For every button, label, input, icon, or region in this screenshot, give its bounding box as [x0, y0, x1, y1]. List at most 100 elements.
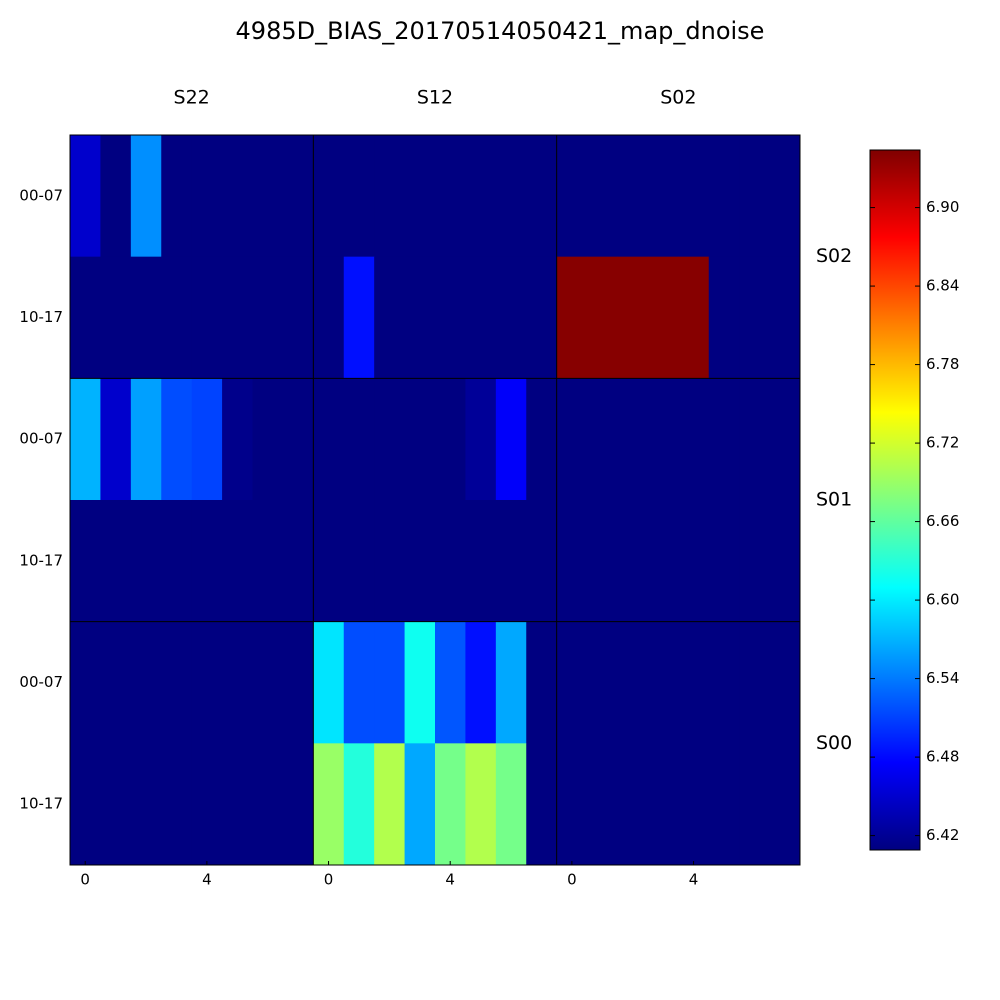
heatmap-cell [374, 621, 405, 744]
heatmap-cell [678, 256, 710, 379]
heatmap-cell [404, 378, 436, 501]
heatmap-cell [374, 743, 405, 866]
heatmap-cell [465, 621, 497, 744]
heatmap-cell [739, 621, 770, 744]
heatmap-cell [282, 256, 314, 379]
heatmap-cell [435, 256, 466, 379]
heatmap-cell [222, 135, 253, 258]
heatmap-cell [252, 256, 284, 379]
heatmap-cell [70, 135, 101, 258]
heatmap-cell [100, 500, 132, 623]
heatmap-cell [647, 500, 679, 623]
heatmap-cell [678, 743, 710, 866]
heatmap-cell [556, 621, 588, 744]
heatmap-cell [282, 135, 314, 258]
heatmap-cell [404, 621, 436, 744]
heatmap-cell [374, 256, 405, 379]
heatmap-cell [495, 500, 527, 623]
column-group-label: S02 [660, 87, 696, 109]
row-group-label: S02 [816, 245, 852, 267]
heatmap-cell [70, 743, 101, 866]
colorbar-tick-label: 6.72 [926, 434, 959, 452]
heatmap-cell [647, 135, 679, 258]
colorbar-tick-label: 6.78 [926, 355, 959, 373]
heatmap-cell [495, 743, 527, 866]
colorbar-tick-label: 6.60 [926, 591, 959, 609]
heatmap-cell [282, 500, 314, 623]
column-group-label: S12 [417, 87, 453, 109]
heatmap-cell [343, 621, 375, 744]
heatmap-cell [556, 378, 588, 501]
heatmap-cell [647, 621, 679, 744]
heatmap-cell [161, 378, 193, 501]
heatmap-cell [100, 621, 132, 744]
y-tick-label: 10-17 [19, 308, 63, 326]
heatmap-cell [404, 500, 436, 623]
heatmap-cell [435, 621, 466, 744]
heatmap-cell [313, 621, 345, 744]
heatmap-cell [222, 743, 253, 866]
heatmap-cell [435, 743, 466, 866]
heatmap-cell [769, 378, 801, 501]
heatmap-cell [130, 500, 162, 623]
heatmap-cell [404, 135, 436, 258]
row-group-label: S00 [816, 732, 852, 754]
heatmap-cell [678, 378, 710, 501]
heatmap-cell [465, 256, 497, 379]
heatmap-cell [647, 256, 679, 379]
heatmap-cell [587, 256, 618, 379]
overlay: S22 0 4 S12 0 4 S02 0 4 S02 00-07 10-17 S01 00-07 10-1… [19, 87, 852, 889]
heatmap-cell [678, 135, 710, 258]
heatmap-cell [617, 135, 649, 258]
heatmap-cell [282, 621, 314, 744]
heatmap-cell [191, 500, 223, 623]
chart-title: 4985D_BIAS_20170514050421_map_dnoise [236, 17, 765, 45]
heatmap-cell [70, 621, 101, 744]
heatmap-cell [556, 743, 588, 866]
heatmap-cell [708, 621, 740, 744]
heatmap-cell [70, 378, 101, 501]
heatmap-cell [526, 621, 558, 744]
heatmap-cell [191, 256, 223, 379]
heatmap-cell [678, 621, 710, 744]
heatmap-cell [556, 135, 588, 258]
heatmap-cell [130, 135, 162, 258]
heatmap-cell [617, 378, 649, 501]
y-tick-label: 10-17 [19, 795, 63, 813]
heatmap-cell [191, 378, 223, 501]
colorbar-tick-label: 6.90 [926, 198, 959, 216]
heatmap-cell [343, 135, 375, 258]
heatmap-cell [647, 743, 679, 866]
heatmap-cell [313, 256, 345, 379]
heatmap-cell [252, 378, 284, 501]
heatmap-cell [191, 135, 223, 258]
heatmap-cell [313, 378, 345, 501]
colorbar-tick-label: 6.66 [926, 512, 959, 530]
heatmap-cell [130, 621, 162, 744]
heatmap-cell [252, 500, 284, 623]
heatmap-cell [708, 256, 740, 379]
heatmap-cell [404, 256, 436, 379]
heatmap-cell [435, 135, 466, 258]
heatmap-cell [435, 500, 466, 623]
heatmap-cell [161, 135, 193, 258]
colorbar-tick-label: 6.54 [926, 669, 959, 687]
heatmap-cell [465, 743, 497, 866]
heatmap-cell [617, 256, 649, 379]
heatmap-cell [739, 135, 770, 258]
heatmap-cells [70, 135, 801, 866]
heatmap-cell [495, 378, 527, 501]
heatmap-cell [313, 743, 345, 866]
heatmap-cell [587, 378, 618, 501]
heatmap-cell [617, 743, 649, 866]
heatmap-cell [465, 135, 497, 258]
heatmap-cell [465, 378, 497, 501]
heatmap-cell [100, 256, 132, 379]
heatmap-cell [739, 378, 770, 501]
heatmap-cell [526, 135, 558, 258]
row-group-label: S01 [816, 489, 852, 511]
heatmap-cell [556, 256, 588, 379]
heatmap-cell [374, 378, 405, 501]
x-tick-label: 0 [324, 871, 334, 889]
